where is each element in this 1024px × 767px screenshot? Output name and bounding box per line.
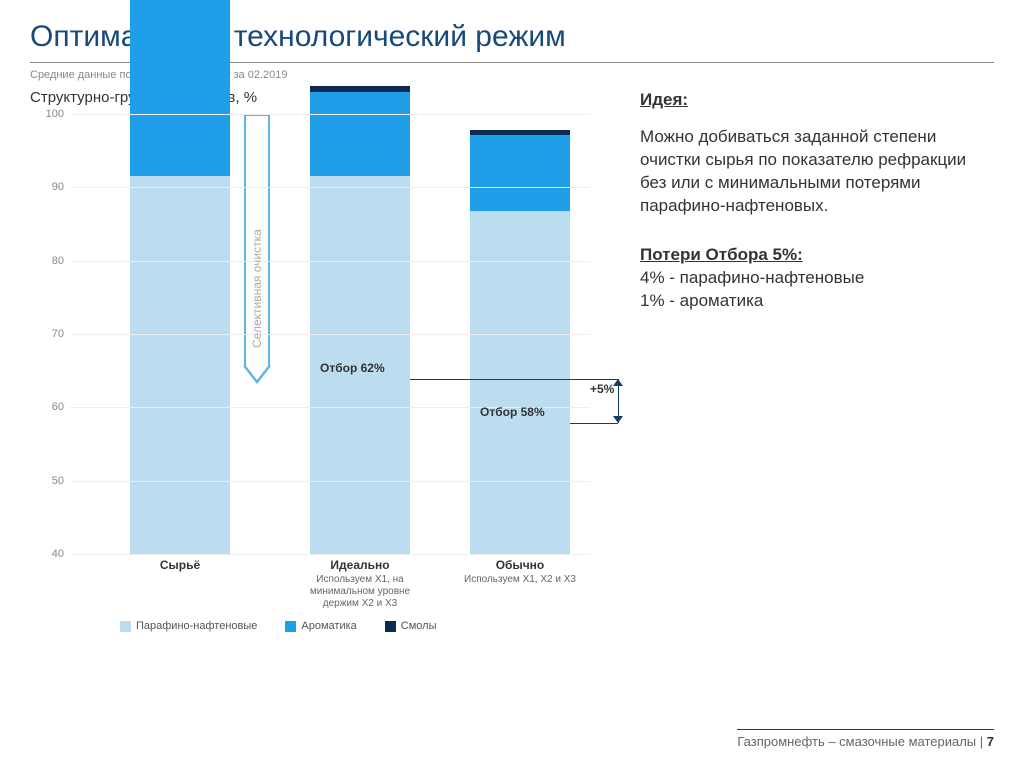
x-category-label: ОбычноИспользуем X1, X2 и X3	[460, 558, 580, 586]
bar-segment	[470, 211, 570, 554]
bar-segment	[130, 0, 230, 176]
idea-heading: Идея:	[640, 89, 994, 112]
legend-swatch-1	[285, 621, 296, 632]
annot-bar1: Отбор 62%	[320, 361, 385, 375]
bar-segment	[310, 92, 410, 176]
delta-bracket-bottom	[570, 423, 618, 424]
y-tick: 70	[30, 328, 64, 340]
page-number: 7	[987, 734, 994, 749]
grid-line	[70, 334, 590, 335]
delta-bracket-top	[410, 379, 618, 380]
legend-label-1: Ароматика	[301, 620, 356, 632]
footer: Газпромнефть – смазочные материалы | 7	[737, 729, 994, 749]
legend: Парафино-нафтеновые Ароматика Смолы	[120, 620, 437, 632]
legend-swatch-0	[120, 621, 131, 632]
grid-line	[70, 114, 590, 115]
legend-label-0: Парафино-нафтеновые	[136, 620, 257, 632]
loss-line-2: 1% - ароматика	[640, 291, 763, 310]
legend-item-2: Смолы	[385, 620, 437, 632]
delta-arrow-down	[613, 416, 623, 423]
legend-item-0: Парафино-нафтеновые	[120, 620, 257, 632]
text-panel: Идея: Можно добиваться заданной степени …	[610, 89, 994, 614]
legend-label-2: Смолы	[401, 620, 437, 632]
loss-line-1: 4% - парафино-нафтеновые	[640, 268, 864, 287]
grid-line	[70, 554, 590, 555]
legend-swatch-2	[385, 621, 396, 632]
chart-area: Парафино-нафтеновые Ароматика Смолы 4050…	[30, 114, 610, 614]
y-tick: 80	[30, 255, 64, 267]
bar-segment	[470, 135, 570, 211]
delta-arrow-up	[613, 379, 623, 386]
grid-line	[70, 261, 590, 262]
grid-line	[70, 187, 590, 188]
y-tick: 50	[30, 475, 64, 487]
selective-arrow-head-inner	[246, 366, 268, 380]
y-tick: 40	[30, 548, 64, 560]
grid-line	[70, 481, 590, 482]
annot-bar2: Отбор 58%	[480, 405, 545, 419]
loss-heading: Потери Отбора 5%:	[640, 245, 803, 264]
slide: Оптимальный технологический режим Средни…	[0, 0, 1024, 767]
selective-arrow-label: Селективная очистка	[250, 134, 264, 348]
bar-segment	[130, 176, 230, 554]
legend-item-1: Ароматика	[285, 620, 356, 632]
y-tick: 100	[30, 108, 64, 120]
y-tick: 60	[30, 401, 64, 413]
chart-panel: Структурно-групповой состав, % Парафино-…	[30, 89, 610, 614]
y-tick: 90	[30, 181, 64, 193]
bar-segment	[310, 86, 410, 92]
footer-org: Газпромнефть – смазочные материалы	[737, 734, 976, 749]
idea-text: Можно добиваться заданной степени очистк…	[640, 126, 994, 218]
x-category-label: ИдеальноИспользуем X1, на минимальном ур…	[300, 558, 420, 610]
bar-segment	[470, 130, 570, 135]
x-category-label: Сырьё	[120, 558, 240, 572]
content-row: Структурно-групповой состав, % Парафино-…	[30, 89, 994, 614]
